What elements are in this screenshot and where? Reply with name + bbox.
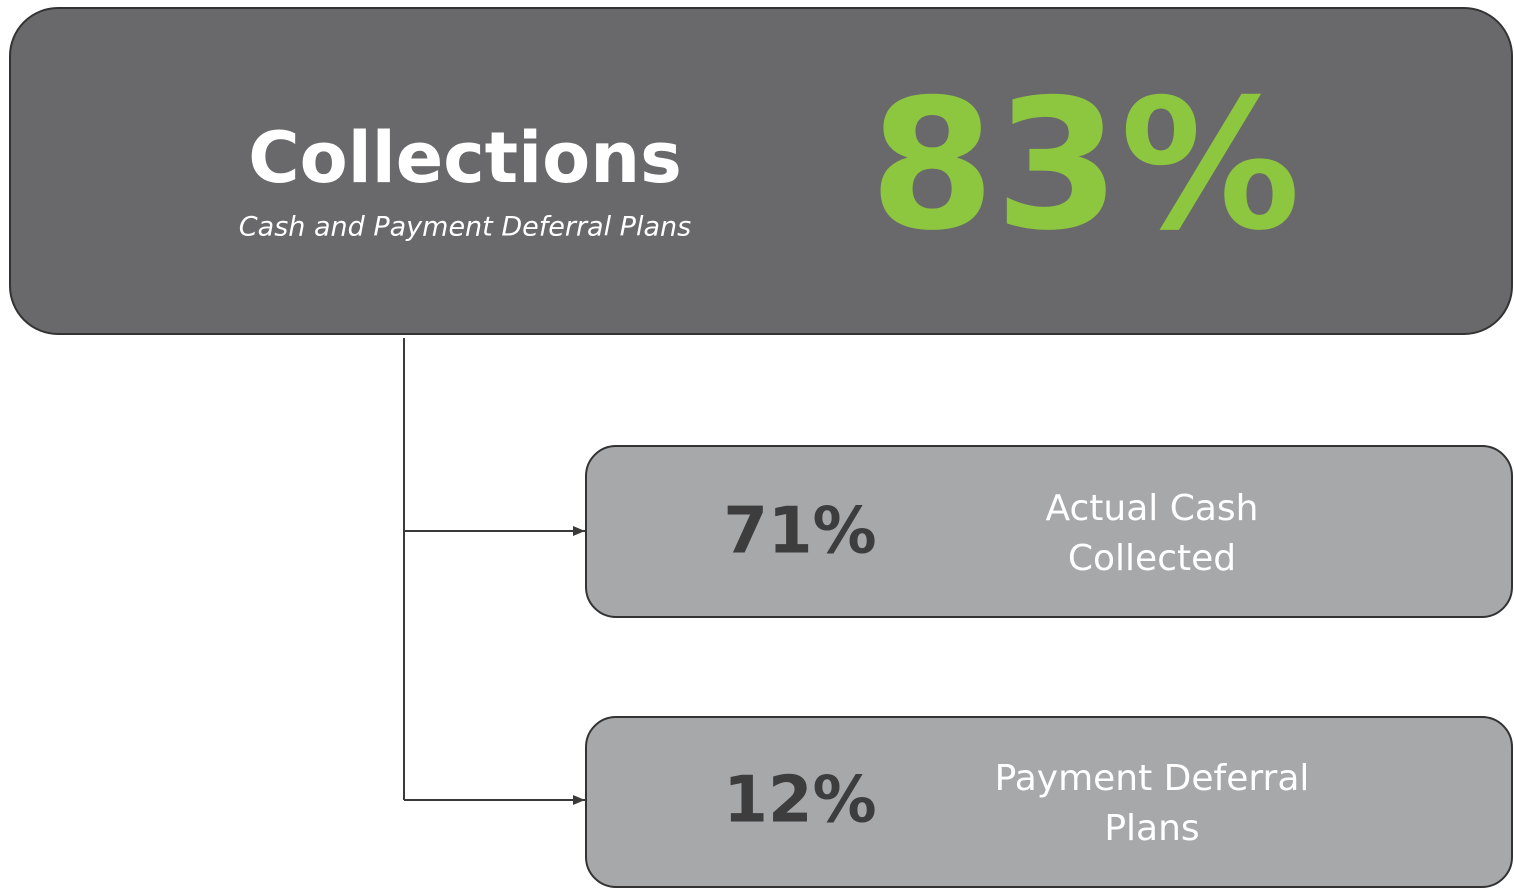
item-box: [585, 716, 1513, 888]
title: Collections: [248, 117, 681, 199]
connectors: [403, 338, 585, 805]
item-box: [585, 445, 1513, 618]
item-value: 71%: [723, 495, 876, 569]
item-label: Collected: [1068, 538, 1236, 579]
item-label: Actual Cash: [1046, 488, 1259, 529]
item-label: Payment Deferral: [995, 758, 1310, 799]
total-value: 83%: [870, 61, 1301, 270]
item-label: Plans: [1104, 808, 1199, 849]
summary-box: [9, 7, 1513, 335]
subtitle: Cash and Payment Deferral Plans: [239, 212, 691, 243]
item-value: 12%: [723, 764, 876, 838]
